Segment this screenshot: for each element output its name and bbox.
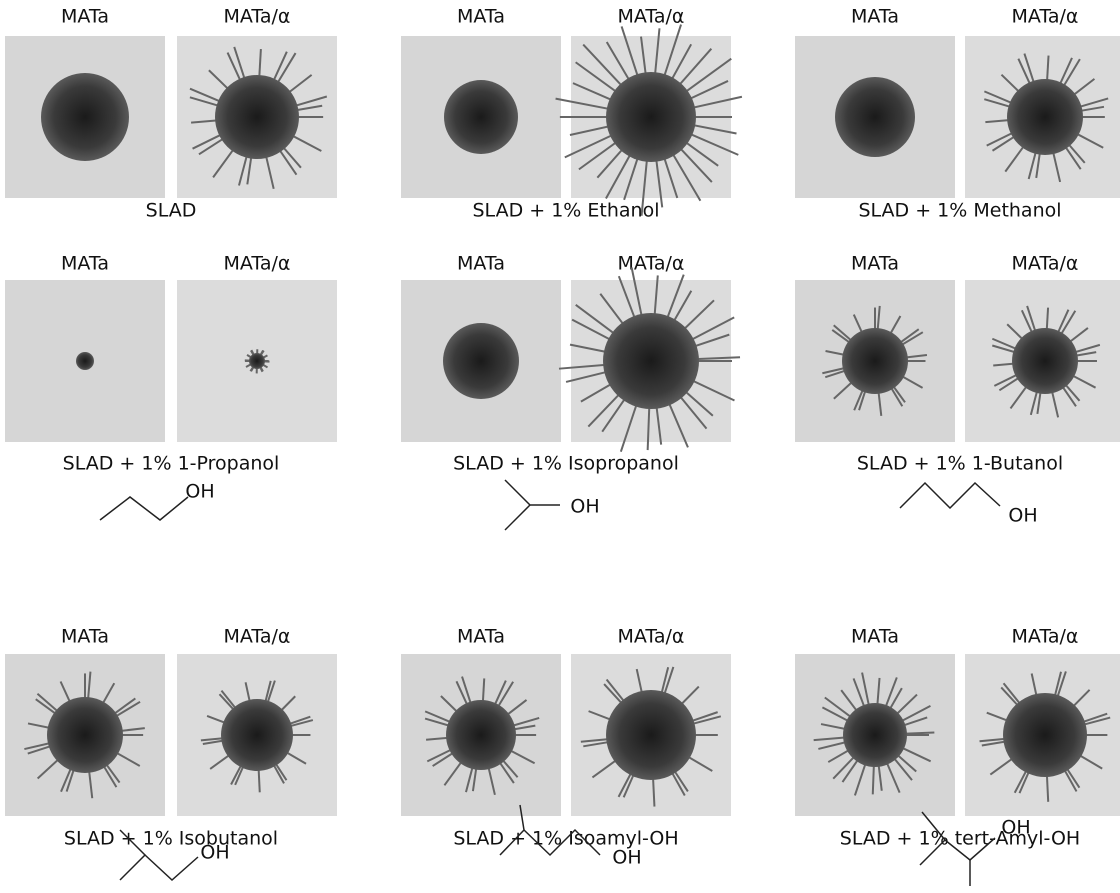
strain-label: MATa/α	[1012, 253, 1079, 275]
strain-label: MATa/α	[224, 6, 291, 28]
strain-label: MATa	[61, 626, 109, 648]
strain-label: MATa	[457, 626, 505, 648]
strain-label: MATa/α	[224, 253, 291, 275]
colony	[215, 75, 299, 159]
colony	[603, 313, 699, 409]
hydroxyl-label: OH	[185, 481, 214, 503]
colony	[842, 328, 908, 394]
colony	[843, 703, 907, 767]
colony	[47, 697, 123, 773]
condition-caption: SLAD + 1% Ethanol	[473, 200, 660, 222]
colony	[221, 699, 293, 771]
condition-caption: SLAD + 1% Isopropanol	[453, 453, 679, 475]
strain-label: MATa/α	[224, 626, 291, 648]
condition-caption: SLAD + 1% 1-Butanol	[857, 453, 1063, 475]
strain-label: MATa/α	[618, 253, 685, 275]
strain-label: MATa/α	[618, 6, 685, 28]
strain-label: MATa	[61, 253, 109, 275]
condition-caption: SLAD	[146, 200, 197, 222]
colony	[249, 353, 265, 369]
hydroxyl-label: OH	[1001, 817, 1030, 839]
colony	[444, 80, 518, 154]
strain-label: MATa	[851, 6, 899, 28]
bond	[900, 483, 1000, 508]
hydroxyl-label: OH	[200, 842, 229, 864]
strain-label: MATa/α	[1012, 6, 1079, 28]
hydroxyl-label: OH	[612, 847, 641, 869]
colony	[1003, 693, 1087, 777]
hydroxyl-label: OH	[570, 496, 599, 518]
colony	[606, 690, 696, 780]
bond	[100, 497, 188, 520]
strain-label: MATa	[457, 253, 505, 275]
colony	[443, 323, 519, 399]
colony	[606, 72, 696, 162]
condition-caption: SLAD + 1% tert-Amyl-OH	[840, 828, 1080, 850]
colony	[1007, 79, 1083, 155]
panel: MATa MATa/α SLAD	[5, 6, 337, 222]
colony	[41, 73, 129, 161]
bond	[505, 480, 560, 505]
colony	[835, 77, 915, 157]
panel: MATa MATa/α SLAD + 1% Methanol	[795, 6, 1120, 222]
bond	[505, 505, 530, 530]
panel: MATa MATa/α SLAD + 1% Isopropanol OH	[401, 253, 740, 531]
panel: MATa MATa/α SLAD + 1% Ethanol	[401, 6, 742, 222]
condition-caption: SLAD + 1% Methanol	[858, 200, 1061, 222]
colony	[76, 352, 94, 370]
colony	[446, 700, 516, 770]
condition-caption: SLAD + 1% Isobutanol	[64, 828, 278, 850]
strain-label: MATa	[851, 253, 899, 275]
strain-label: MATa	[851, 626, 899, 648]
colony	[1012, 328, 1078, 394]
strain-label: MATa/α	[618, 626, 685, 648]
hydroxyl-label: OH	[1008, 505, 1037, 527]
strain-label: MATa	[61, 6, 109, 28]
panel: MATa MATa/α SLAD + 1% 1-Butanol OH	[795, 253, 1120, 527]
condition-caption: SLAD + 1% 1-Propanol	[63, 453, 280, 475]
panel: MATa MATa/α SLAD + 1% 1-Propanol OH	[5, 253, 337, 521]
strain-label: MATa/α	[1012, 626, 1079, 648]
bond	[145, 855, 198, 880]
strain-label: MATa	[457, 6, 505, 28]
